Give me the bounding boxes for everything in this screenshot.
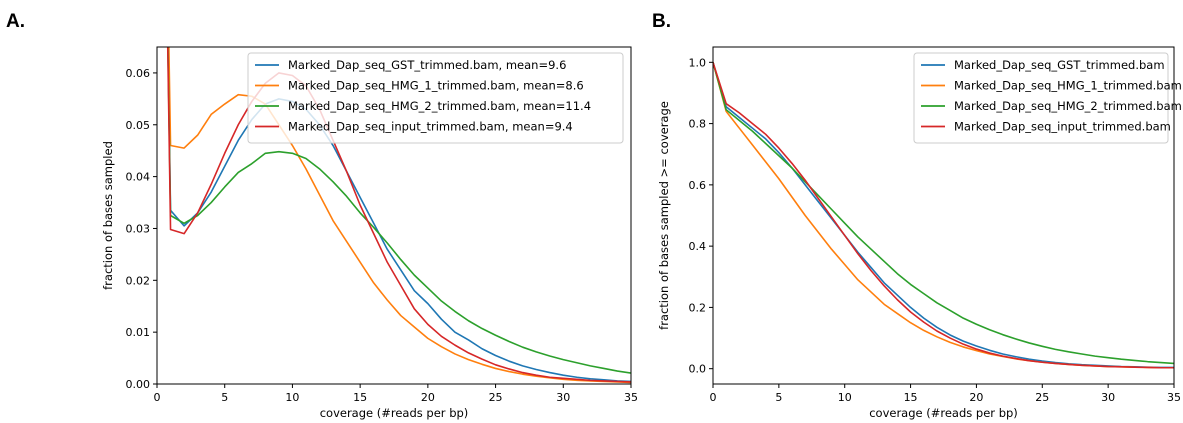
x-tick-label: 0 — [710, 391, 717, 404]
legend: Marked_Dap_seq_GST_trimmed.bam Marked_Dap… — [913, 52, 1182, 144]
x-tick-label: 35 — [624, 391, 638, 404]
x-tick-label: 25 — [1035, 391, 1049, 404]
x-tick-label: 30 — [556, 391, 570, 404]
x-tick-label: 15 — [353, 391, 367, 404]
legend-entry: Marked_Dap_seq_GST_trimmed.bam, mean=9.6 — [288, 58, 566, 72]
coverage-histogram-chart: 0 5 10 15 20 25 30 35 0.00 0.01 0.02 0.03 0.04 0.05 0.… — [101, 46, 638, 420]
x-tick-label: 10 — [285, 391, 299, 404]
panel-label-b: B. — [652, 11, 671, 32]
y-tick-label: 0.04 — [126, 171, 151, 184]
panel-label-a: A. — [6, 11, 25, 32]
series-line-1 — [167, 47, 631, 383]
x-tick-label: 30 — [1101, 391, 1115, 404]
x-tick-label: 25 — [489, 391, 503, 404]
legend-entry: Marked_Dap_seq_HMG_1_trimmed.bam, mean=8… — [288, 79, 584, 93]
y-tick-label: 0.0 — [689, 363, 707, 376]
series-line-3 — [713, 62, 1174, 365]
y-tick-label: 0.8 — [689, 118, 707, 131]
x-tick-label: 15 — [904, 391, 918, 404]
y-tick-label: 0.2 — [689, 301, 707, 314]
cumulative-coverage-chart: 0 5 10 15 20 25 30 35 0.0 0.2 0.4 0.6 0.8 1.0 coverage… — [657, 46, 1182, 420]
y-tick-label: 0.00 — [126, 378, 151, 391]
y-tick-label: 0.01 — [126, 326, 151, 339]
legend-box — [247, 52, 624, 144]
legend: Marked_Dap_seq_GST_trimmed.bam, mean=9.6… — [247, 52, 624, 144]
y-tick-label: 0.03 — [126, 222, 151, 235]
x-tick-label: 0 — [154, 391, 161, 404]
legend-entry: Marked_Dap_seq_input_trimmed.bam, mean=9… — [288, 120, 573, 134]
plot-frame — [712, 46, 1175, 385]
y-tick-label: 0.05 — [126, 119, 151, 132]
legend-entry: Marked_Dap_seq_HMG_2_trimmed.bam — [954, 99, 1182, 113]
x-tick-label: 20 — [969, 391, 983, 404]
legend-entry: Marked_Dap_seq_HMG_2_trimmed.bam, mean=1… — [288, 99, 591, 113]
x-tick-label: 35 — [1167, 391, 1181, 404]
x-axis-label: coverage (#reads per bp) — [320, 406, 469, 420]
legend-entry: Marked_Dap_seq_input_trimmed.bam — [954, 120, 1171, 134]
x-axis-label: coverage (#reads per bp) — [869, 406, 1018, 420]
y-axis-label: fraction of bases sampled — [101, 141, 115, 290]
y-tick-label: 0.02 — [126, 274, 151, 287]
y-tick-label: 0.4 — [689, 240, 707, 253]
legend-entry: Marked_Dap_seq_HMG_1_trimmed.bam — [954, 79, 1182, 93]
series-line-4 — [713, 62, 1174, 369]
x-tick-label: 5 — [221, 391, 228, 404]
series-line-4 — [166, 47, 631, 383]
x-tick-label: 5 — [775, 391, 782, 404]
series-line-3 — [167, 47, 631, 374]
x-tick-label: 20 — [421, 391, 435, 404]
plot-frame — [156, 46, 632, 385]
legend-box — [913, 52, 1169, 144]
x-tick-label: 10 — [838, 391, 852, 404]
y-tick-label: 1.0 — [689, 56, 707, 69]
y-tick-label: 0.6 — [689, 179, 707, 192]
y-axis-label: fraction of bases sampled >= coverage — [657, 101, 671, 330]
y-tick-label: 0.06 — [126, 67, 151, 80]
legend-entry: Marked_Dap_seq_GST_trimmed.bam — [954, 58, 1165, 72]
